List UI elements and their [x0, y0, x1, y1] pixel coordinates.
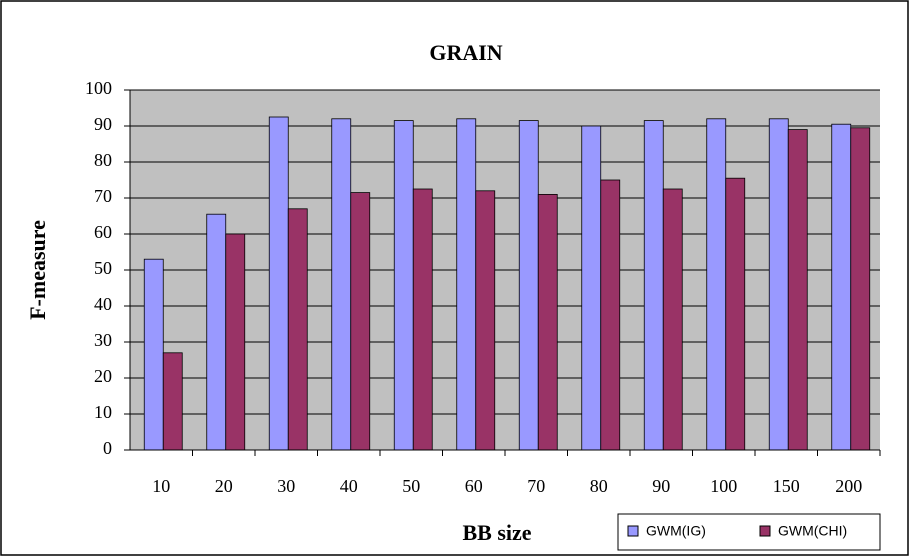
y-tick-label: 70 [94, 186, 112, 206]
bar [393, 120, 414, 451]
bar [143, 258, 164, 451]
x-tick-label: 20 [215, 476, 233, 496]
legend-box [617, 513, 881, 551]
y-tick-label: 0 [103, 438, 112, 458]
bar [287, 208, 308, 451]
x-tick-label: 100 [710, 476, 737, 496]
y-tick-label: 10 [94, 402, 112, 422]
bar [162, 352, 183, 451]
x-tick-label: 60 [465, 476, 483, 496]
x-tick-label: 150 [773, 476, 800, 496]
bar [206, 213, 227, 451]
bar [412, 188, 433, 451]
legend-swatch [759, 525, 771, 537]
legend-swatch [627, 525, 639, 537]
y-axis-title: F-measure [25, 220, 50, 320]
x-tick-label: 30 [277, 476, 295, 496]
bar [662, 188, 683, 451]
y-tick-label: 40 [94, 294, 112, 314]
y-tick-label: 100 [85, 78, 112, 98]
bar [831, 123, 852, 451]
bar [768, 118, 789, 451]
y-tick-label: 20 [94, 366, 112, 386]
x-tick-label: 70 [527, 476, 545, 496]
bar [350, 192, 371, 451]
bar [537, 193, 558, 451]
bar [456, 118, 477, 451]
bar [787, 129, 808, 451]
chart-title: GRAIN [429, 40, 502, 65]
bar [850, 127, 871, 451]
x-tick-label: 90 [652, 476, 670, 496]
bar [600, 179, 621, 451]
y-tick-label: 50 [94, 258, 112, 278]
bar [268, 116, 289, 451]
bar [331, 118, 352, 451]
bar [725, 177, 746, 451]
y-tick-label: 80 [94, 150, 112, 170]
legend-label: GWM(IG) [646, 523, 706, 539]
y-tick-label: 30 [94, 330, 112, 350]
bar [475, 190, 496, 451]
y-tick-label: 60 [94, 222, 112, 242]
x-tick-label: 200 [835, 476, 862, 496]
x-tick-label: 10 [152, 476, 170, 496]
bar [706, 118, 727, 451]
y-tick-label: 90 [94, 114, 112, 134]
legend-label: GWM(CHI) [778, 523, 847, 539]
legend: GWM(IG) GWM(CHI) [617, 513, 881, 551]
bar [643, 120, 664, 451]
x-tick-label: 40 [340, 476, 358, 496]
x-tick-label: 80 [590, 476, 608, 496]
x-tick-label: 50 [402, 476, 420, 496]
bar [581, 125, 602, 451]
bar [518, 120, 539, 451]
bar [225, 233, 246, 451]
x-axis-title: BB size [462, 520, 531, 545]
